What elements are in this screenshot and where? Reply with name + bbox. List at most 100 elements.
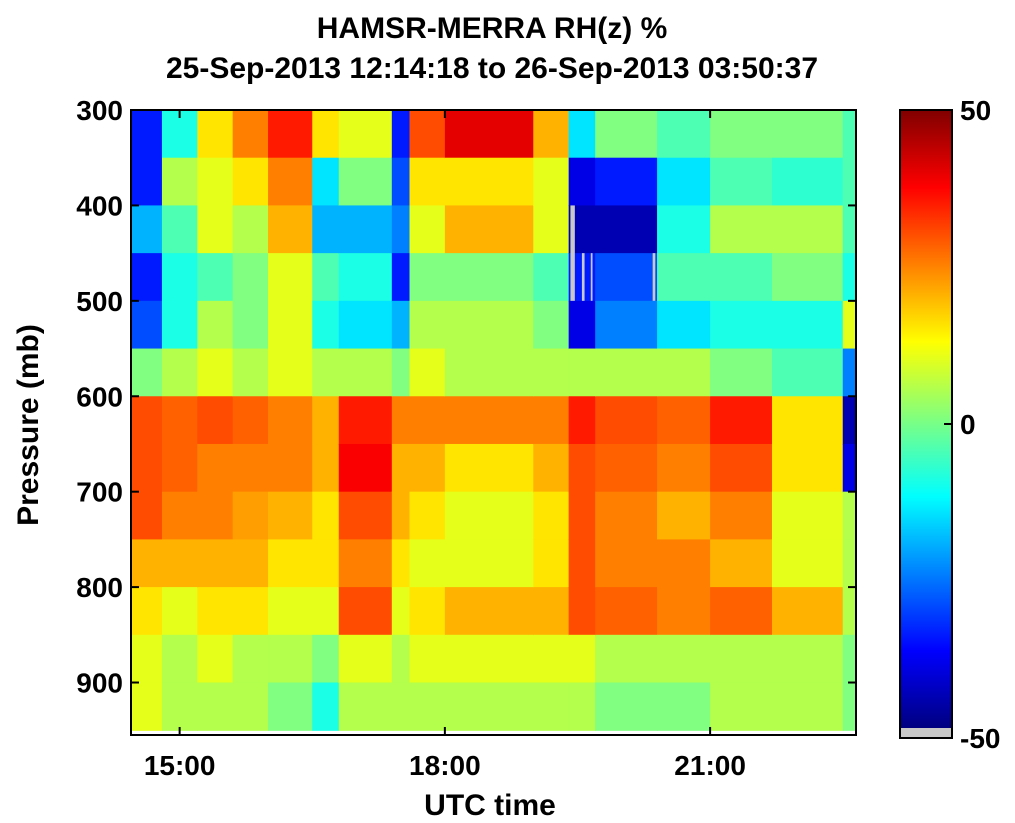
heatmap-cell <box>161 110 198 159</box>
heatmap-cell <box>391 253 411 302</box>
heatmap-cell <box>161 539 198 588</box>
heatmap-cell <box>409 157 446 207</box>
missing-strip <box>590 253 593 301</box>
heatmap-cell <box>338 491 393 540</box>
heatmap-cell <box>197 110 234 159</box>
heatmap-cell <box>232 205 269 254</box>
heatmap-cell <box>131 587 163 636</box>
heatmap-cell <box>657 300 711 350</box>
heatmap-cell <box>268 539 313 588</box>
heatmap-cell <box>444 491 534 540</box>
heatmap-cell <box>391 682 411 731</box>
x-axis: 15:00 18:00 21:00 <box>144 110 746 781</box>
heatmap-cell <box>533 539 570 588</box>
heatmap-cell <box>197 253 234 302</box>
heatmap-cell <box>842 348 857 397</box>
heatmap-cell <box>232 634 269 684</box>
heatmap-cell <box>772 396 844 445</box>
x-tick-label: 21:00 <box>674 750 746 781</box>
heatmap-cell <box>842 682 857 731</box>
y-tick-label: 800 <box>76 572 123 603</box>
heatmap-cell <box>444 443 534 493</box>
chart-subtitle: 25-Sep-2013 12:14:18 to 26-Sep-2013 03:5… <box>166 52 818 85</box>
heatmap-cell <box>657 539 711 588</box>
heatmap-cell <box>338 348 393 397</box>
heatmap-cell <box>595 348 658 397</box>
missing-data-strips <box>570 205 656 301</box>
heatmap-cell <box>312 110 340 159</box>
heatmap-cell <box>409 300 446 350</box>
heatmap-cell <box>131 157 163 207</box>
heatmap-cell <box>131 443 163 493</box>
heatmap-cell <box>710 682 773 731</box>
heatmap-cell <box>232 587 269 636</box>
heatmap-cell <box>391 110 411 159</box>
heatmap-cell <box>444 587 534 636</box>
heatmap-cell <box>568 539 596 588</box>
heatmap-cell <box>568 300 596 350</box>
heatmap-cells <box>131 110 857 731</box>
heatmap-cell <box>232 253 269 302</box>
heatmap-cell <box>131 253 163 302</box>
heatmap-cell <box>533 348 570 397</box>
heatmap-cell <box>232 157 269 207</box>
heatmap-cell <box>568 491 596 540</box>
heatmap-cell <box>772 634 844 684</box>
heatmap-cell <box>710 634 773 684</box>
heatmap-cell <box>161 587 198 636</box>
heatmap-cell <box>444 157 534 207</box>
heatmap-cell <box>312 539 340 588</box>
heatmap-cell <box>312 634 340 684</box>
heatmap-cell <box>312 491 340 540</box>
heatmap-cell <box>268 300 313 350</box>
heatmap-cell <box>595 110 658 159</box>
heatmap-cell <box>772 682 844 731</box>
heatmap-cell <box>772 205 844 254</box>
heatmap-cell <box>568 110 596 159</box>
y-tick-label: 700 <box>76 477 123 508</box>
heatmap-cell <box>710 253 773 302</box>
heatmap-cell <box>197 634 234 684</box>
heatmap-cell <box>391 587 411 636</box>
heatmap-cell <box>232 539 269 588</box>
heatmap-cell <box>338 396 393 445</box>
heatmap-cell <box>312 396 340 445</box>
heatmap-cell <box>338 157 393 207</box>
heatmap-cell <box>312 348 340 397</box>
heatmap-cell <box>131 634 163 684</box>
heatmap-cell <box>338 253 393 302</box>
y-tick-label: 400 <box>76 190 123 221</box>
heatmap-cell <box>391 443 411 493</box>
heatmap-cell <box>657 253 711 302</box>
heatmap-cell <box>197 348 234 397</box>
heatmap-cell <box>533 205 570 254</box>
heatmap-cell <box>391 300 411 350</box>
heatmap-cell <box>772 110 844 159</box>
heatmap-cell <box>568 587 596 636</box>
heatmap-cell <box>161 491 198 540</box>
heatmap-cell <box>842 443 857 493</box>
heatmap-cell <box>161 634 198 684</box>
heatmap-cell <box>842 587 857 636</box>
heatmap-cell <box>409 396 446 445</box>
heatmap-cell <box>391 491 411 540</box>
heatmap-cell <box>232 300 269 350</box>
heatmap-cell <box>842 300 857 350</box>
heatmap-cell <box>772 157 844 207</box>
heatmap-cell <box>268 110 313 159</box>
heatmap-cell <box>842 634 857 684</box>
heatmap-cell <box>842 205 857 254</box>
heatmap-cell <box>131 205 163 254</box>
heatmap-cell <box>409 539 446 588</box>
heatmap-cell <box>444 300 534 350</box>
heatmap-cell <box>268 443 313 493</box>
heatmap-cell <box>533 587 570 636</box>
heatmap-cell <box>409 348 446 397</box>
heatmap-cell <box>842 396 857 445</box>
y-axis: 300 400 500 600 700 800 900 <box>76 95 856 699</box>
heatmap-cell <box>197 539 234 588</box>
heatmap-cell <box>268 682 313 731</box>
heatmap-cell <box>533 253 570 302</box>
x-tick-label: 15:00 <box>144 750 216 781</box>
plot-frame <box>130 109 857 736</box>
